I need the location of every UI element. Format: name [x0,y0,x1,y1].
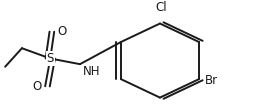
Text: Br: Br [205,74,218,87]
Text: O: O [33,80,42,93]
Text: O: O [57,25,67,38]
Text: NH: NH [83,65,100,78]
Text: Cl: Cl [155,1,167,14]
Text: S: S [47,52,54,65]
